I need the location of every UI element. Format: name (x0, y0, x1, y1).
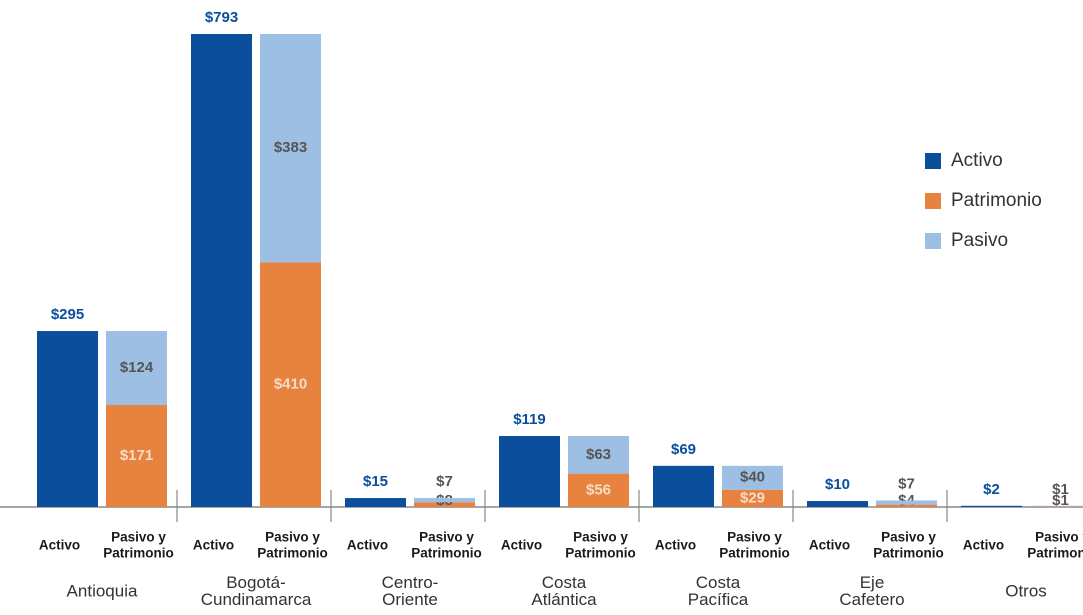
bar-segment (876, 500, 937, 505)
bar-label: Patrimonio (411, 546, 482, 561)
bar-label: Patrimonio (1027, 546, 1083, 561)
bar (345, 498, 406, 507)
bar-label: Patrimonio (103, 546, 174, 561)
legend-swatch (925, 233, 941, 249)
value-label: $63 (586, 446, 611, 463)
bar-label: Patrimonio (257, 546, 328, 561)
bar (961, 505, 1022, 507)
bar-segment (414, 498, 475, 503)
bar-label: Activo (809, 538, 850, 553)
value-label: $171 (120, 447, 153, 464)
bar-label: Activo (193, 538, 234, 553)
bar-label: Activo (501, 538, 542, 553)
legend-label: Activo (951, 150, 1003, 171)
bar-label: Pasivo y (419, 530, 474, 545)
legend-swatch (925, 153, 941, 169)
value-label: $1 (1052, 481, 1069, 498)
bar-segment (1030, 505, 1083, 507)
value-label: $7 (436, 473, 453, 490)
value-label: $40 (740, 469, 765, 486)
bar-segment (568, 473, 629, 507)
bar-label: Patrimonio (719, 546, 790, 561)
value-label: $10 (825, 476, 850, 493)
bar-segment (1030, 506, 1083, 507)
legend-label: Pasivo (951, 230, 1008, 251)
category-label: Costa (696, 573, 741, 592)
category-label: Cundinamarca (201, 590, 312, 609)
category-label: Oriente (382, 590, 438, 609)
category-label: Atlántica (531, 590, 597, 609)
value-label: $7 (898, 475, 915, 492)
bar-label: Activo (39, 538, 80, 553)
category-label: Bogotá- (226, 573, 286, 592)
bar-label: Activo (655, 538, 696, 553)
value-label: $69 (671, 441, 696, 458)
category-label: Eje (860, 573, 885, 592)
legend-label: Patrimonio (951, 190, 1042, 211)
bar-segment (106, 331, 167, 406)
bar-label: Pasivo y (881, 530, 936, 545)
bar (807, 501, 868, 507)
bar-segment (260, 262, 321, 507)
category-label: Otros (1005, 581, 1047, 600)
bar (653, 465, 714, 507)
bar-label: Patrimonio (873, 546, 944, 561)
bar (499, 436, 560, 507)
value-label: $410 (274, 376, 307, 393)
bar-label: Pasivo y (727, 530, 782, 545)
value-label: $383 (274, 139, 307, 156)
bar-label: Pasivo y (573, 530, 628, 545)
value-label: $124 (120, 359, 154, 376)
category-label: Costa (542, 573, 587, 592)
bar-segment (876, 504, 937, 507)
category-label: Pacífica (688, 590, 749, 609)
bar (191, 34, 252, 507)
value-label: $29 (740, 489, 765, 506)
bar-segment (568, 436, 629, 474)
bar-segment (260, 34, 321, 263)
value-label: $56 (586, 481, 611, 498)
category-label: Centro- (382, 573, 439, 592)
value-label: $119 (513, 411, 546, 428)
bar-segment (722, 465, 783, 490)
bar-label: Patrimonio (565, 546, 636, 561)
bar-segment (414, 502, 475, 507)
bar-segment (722, 489, 783, 507)
category-label: Cafetero (839, 590, 904, 609)
value-label: $2 (983, 481, 1000, 498)
category-label: Antioquia (67, 581, 138, 600)
bar-label: Activo (963, 538, 1004, 553)
value-label: $295 (51, 306, 84, 323)
bar-label: Pasivo y (111, 530, 166, 545)
value-label: $793 (205, 9, 238, 26)
legend-swatch (925, 193, 941, 209)
value-label: $15 (363, 473, 388, 490)
bar (37, 331, 98, 507)
bar-segment (106, 405, 167, 507)
bar-label: Pasivo y (265, 530, 320, 545)
bar-label: Activo (347, 538, 388, 553)
value-label: $1 (1052, 492, 1069, 509)
bar-label: Pasivo y (1035, 530, 1083, 545)
